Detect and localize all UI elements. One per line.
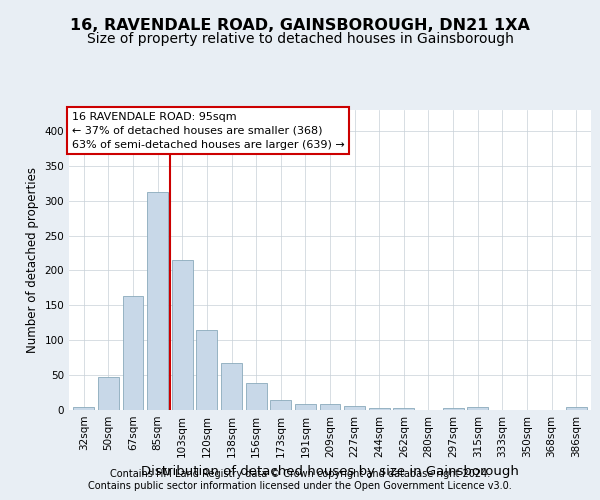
Text: Contains public sector information licensed under the Open Government Licence v3: Contains public sector information licen… (88, 481, 512, 491)
Text: Contains HM Land Registry data © Crown copyright and database right 2024.: Contains HM Land Registry data © Crown c… (110, 469, 490, 479)
Bar (73, 407, 94, 410)
Text: 16 RAVENDALE ROAD: 95sqm
← 37% of detached houses are smaller (368)
63% of semi-: 16 RAVENDALE ROAD: 95sqm ← 37% of detach… (71, 112, 344, 150)
Bar (122, 296, 143, 410)
Bar (467, 407, 488, 410)
Bar (147, 192, 168, 410)
Bar (320, 404, 340, 410)
X-axis label: Distribution of detached houses by size in Gainsborough: Distribution of detached houses by size … (141, 466, 519, 478)
Bar (270, 400, 291, 410)
Bar (566, 407, 587, 410)
Bar (394, 408, 415, 410)
Bar (245, 383, 266, 410)
Bar (344, 406, 365, 410)
Y-axis label: Number of detached properties: Number of detached properties (26, 167, 39, 353)
Bar (295, 404, 316, 410)
Text: Size of property relative to detached houses in Gainsborough: Size of property relative to detached ho… (86, 32, 514, 46)
Text: 16, RAVENDALE ROAD, GAINSBOROUGH, DN21 1XA: 16, RAVENDALE ROAD, GAINSBOROUGH, DN21 1… (70, 18, 530, 32)
Bar (369, 408, 390, 410)
Bar (172, 260, 193, 410)
Bar (98, 377, 119, 410)
Bar (196, 330, 217, 410)
Bar (443, 408, 464, 410)
Bar (221, 364, 242, 410)
